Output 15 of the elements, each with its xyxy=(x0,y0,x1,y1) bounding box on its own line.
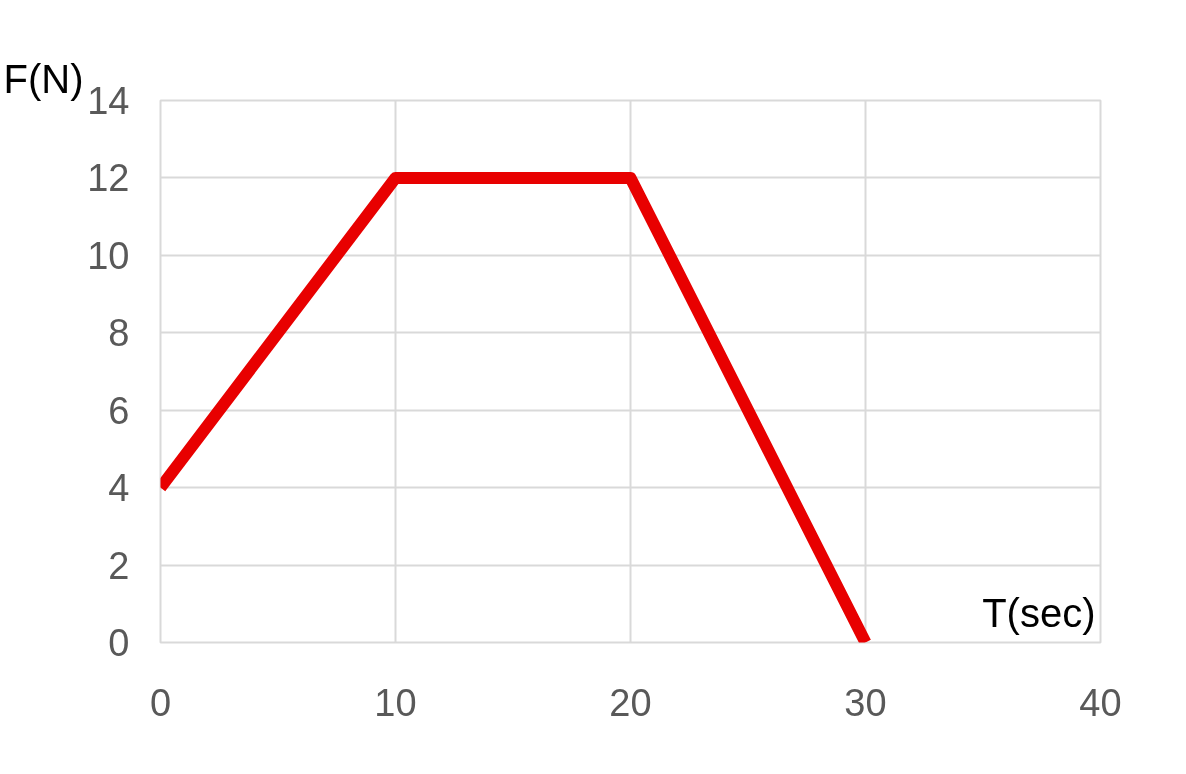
x-tick-label: 20 xyxy=(609,681,652,724)
y-axis-title: F(N) xyxy=(3,56,84,101)
y-tick-label: 4 xyxy=(108,467,130,510)
y-tick-label: 14 xyxy=(87,80,130,122)
x-tick-label: 40 xyxy=(1079,681,1122,724)
y-tick-label: 8 xyxy=(108,312,130,355)
y-tick-label: 2 xyxy=(108,544,130,587)
x-axis-title: T(sec) xyxy=(982,590,1096,635)
y-tick-label: 0 xyxy=(108,622,130,664)
y-tick-label: 12 xyxy=(87,157,130,200)
y-tick-label: 10 xyxy=(87,234,130,277)
y-tick-label: 6 xyxy=(108,389,130,432)
x-tick-label: 10 xyxy=(374,681,417,724)
x-tick-label: 0 xyxy=(149,681,172,724)
x-tick-label: 30 xyxy=(844,681,887,724)
